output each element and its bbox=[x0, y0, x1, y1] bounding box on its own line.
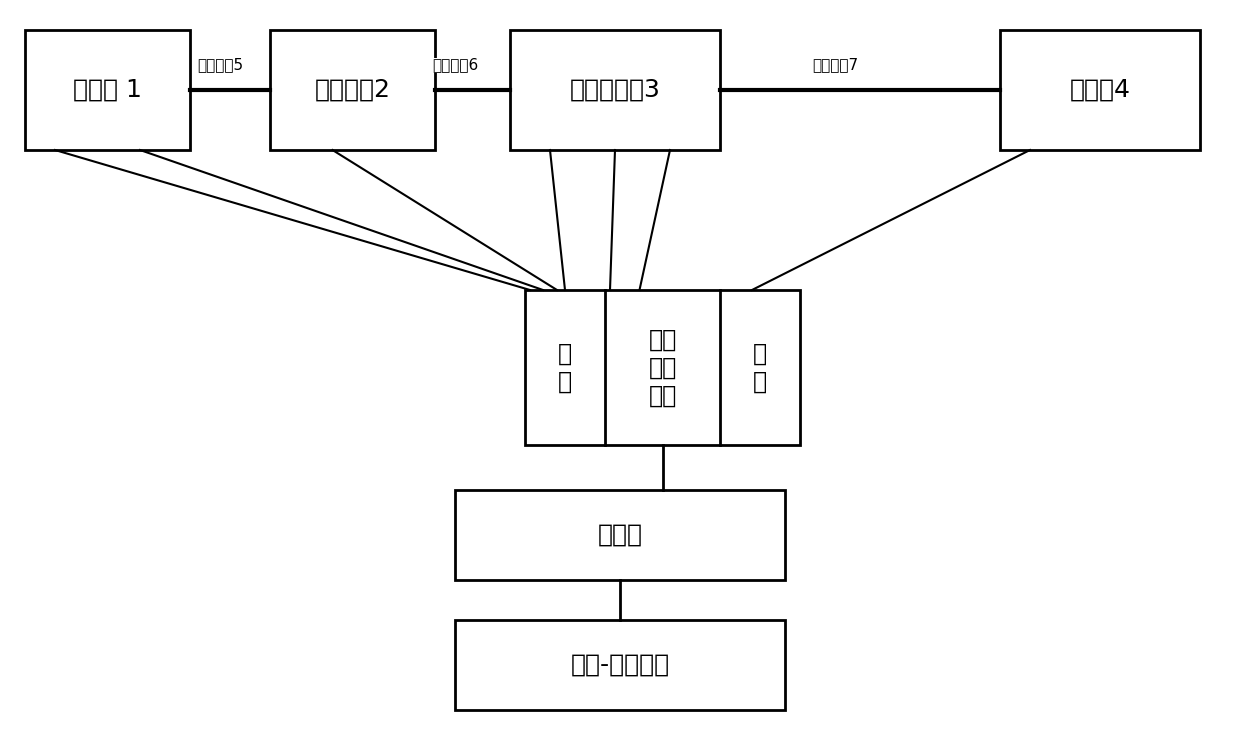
Bar bbox=[455, 490, 785, 580]
Bar bbox=[999, 30, 1200, 150]
Bar bbox=[25, 30, 190, 150]
Text: 二
档: 二 档 bbox=[753, 341, 768, 394]
Text: 燃油泵4: 燃油泵4 bbox=[1069, 78, 1131, 102]
Bar bbox=[510, 30, 720, 150]
Text: 柴油滤芯2: 柴油滤芯2 bbox=[315, 78, 391, 102]
Text: 保险片: 保险片 bbox=[598, 523, 642, 547]
Text: 电瓶-启动电源: 电瓶-启动电源 bbox=[570, 653, 670, 677]
Bar bbox=[455, 620, 785, 710]
Bar bbox=[525, 290, 800, 445]
Text: 第二管路6: 第二管路6 bbox=[432, 58, 479, 73]
Text: 第一管路5: 第一管路5 bbox=[197, 58, 243, 73]
Bar bbox=[270, 30, 435, 150]
Text: 电子加压泵3: 电子加压泵3 bbox=[569, 78, 661, 102]
Text: 柴油箱 1: 柴油箱 1 bbox=[73, 78, 141, 102]
Text: 档位
控制
开关: 档位 控制 开关 bbox=[649, 328, 677, 407]
Text: 一
档: 一 档 bbox=[558, 341, 572, 394]
Text: 第三管路7: 第三管路7 bbox=[812, 58, 858, 73]
